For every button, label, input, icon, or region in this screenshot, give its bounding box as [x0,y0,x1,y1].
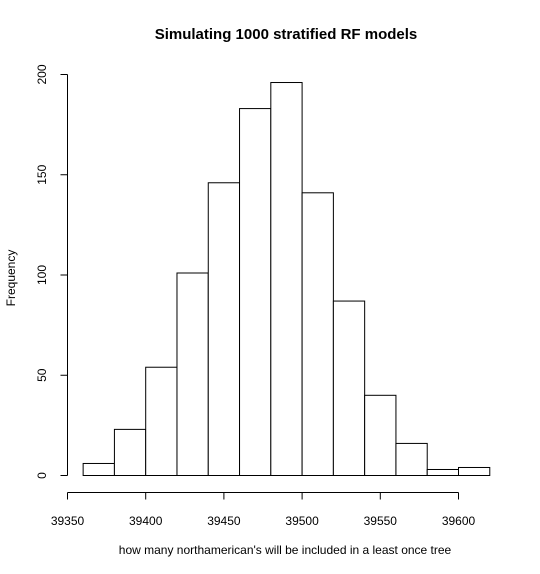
histogram-bar-5 [239,108,272,477]
histogram-bar-6 [270,82,303,477]
y-tick-label: 50 [35,368,49,382]
y-tick-label: 200 [35,64,49,84]
y-axis-label: Frequency [4,250,18,307]
x-axis-label: how many northamerican's will be include… [119,543,452,557]
x-axis: 39350 39400 39450 39500 39550 39600 [51,492,476,528]
x-tick-label: 39450 [207,514,241,528]
histogram-bar-0 [82,462,115,477]
histogram-bar-2 [145,366,178,477]
x-tick-label: 39350 [51,514,85,528]
histogram-bar-4 [207,182,241,477]
bars-group [82,82,491,477]
histogram-bar-8 [332,300,366,476]
y-tick-label: 150 [35,164,49,184]
x-tick-label: 39600 [442,514,476,528]
histogram-bar-7 [301,192,334,477]
y-axis: 0 50 100 150 200 [35,64,68,479]
y-tick-label: 100 [35,265,49,285]
histogram-bar-1 [113,428,147,477]
x-tick-label: 39400 [129,514,163,528]
histogram-bar-11 [426,468,460,476]
chart-title: Simulating 1000 stratified RF models [155,26,418,43]
histogram-bar-9 [364,394,397,476]
x-tick-label: 39550 [364,514,398,528]
histogram-bar-10 [395,442,428,477]
x-tick-label: 39500 [285,514,319,528]
y-tick-label: 0 [35,472,49,479]
histogram-bar-3 [176,272,209,476]
histogram-bar-12 [458,466,491,477]
